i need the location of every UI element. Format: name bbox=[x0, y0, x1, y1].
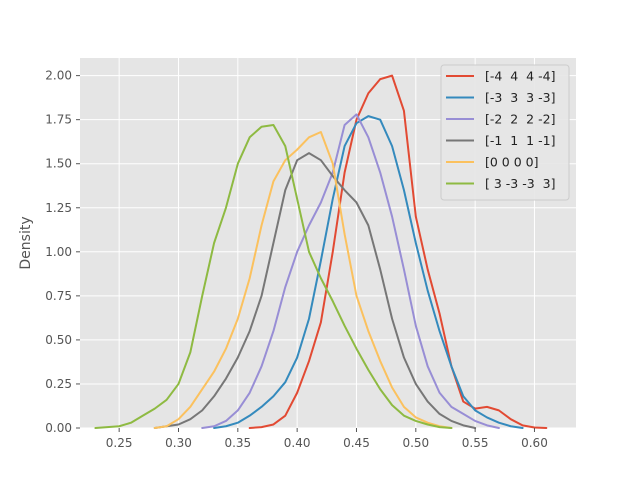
y-axis-ticks: 0.00 0.25 0.50 0.75 1.00 1.25 1.50 1.75 2.00 bbox=[45, 69, 80, 435]
legend-label-0: [-4 4 4 -4] bbox=[485, 69, 555, 84]
y-tick-label: 1.00 bbox=[45, 245, 72, 259]
x-tick-label: 0.60 bbox=[521, 436, 548, 450]
y-tick-label: 0.00 bbox=[45, 421, 72, 435]
series-line-5 bbox=[94, 123, 453, 429]
series-line-3 bbox=[153, 152, 477, 429]
legend-label-1: [-3 3 3 -3] bbox=[485, 90, 555, 105]
legend-label-5: [ 3 -3 -3 3] bbox=[485, 176, 555, 191]
x-tick-label: 0.45 bbox=[343, 436, 370, 450]
legend: [-4 4 4 -4] [-3 3 3 -3] [-2 2 2 -2] [-1 1 1… bbox=[440, 64, 570, 201]
series-line-0 bbox=[248, 74, 548, 429]
legend-label-3: [-1 1 1 -1] bbox=[485, 133, 555, 148]
y-tick-label: 1.25 bbox=[45, 201, 72, 215]
x-tick-label: 0.50 bbox=[402, 436, 429, 450]
legend-box bbox=[440, 64, 570, 201]
x-tick-label: 0.25 bbox=[106, 436, 133, 450]
x-tick-label: 0.40 bbox=[284, 436, 311, 450]
series-line-1 bbox=[213, 115, 524, 429]
y-tick-label: 1.50 bbox=[45, 157, 72, 171]
y-tick-label: 0.50 bbox=[45, 333, 72, 347]
x-tick-label: 0.35 bbox=[224, 436, 251, 450]
x-axis-ticks: 0.25 0.30 0.35 0.40 0.45 0.50 0.55 0.60 bbox=[106, 428, 548, 450]
x-tick-label: 0.55 bbox=[462, 436, 489, 450]
series-lines bbox=[94, 74, 548, 429]
legend-label-4: [0 0 0 0] bbox=[485, 155, 539, 170]
x-tick-label: 0.30 bbox=[165, 436, 192, 450]
y-tick-label: 1.75 bbox=[45, 113, 72, 127]
series-line-4 bbox=[153, 131, 453, 429]
y-tick-label: 0.75 bbox=[45, 289, 72, 303]
y-tick-label: 0.25 bbox=[45, 377, 72, 391]
y-tick-label: 2.00 bbox=[45, 69, 72, 83]
series-line-2 bbox=[201, 113, 500, 429]
legend-label-2: [-2 2 2 -2] bbox=[485, 112, 555, 127]
y-axis-label: Density bbox=[18, 216, 34, 269]
